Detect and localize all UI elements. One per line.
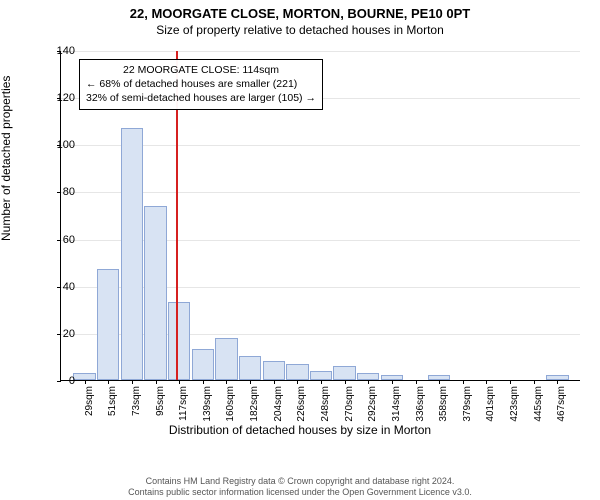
histogram-bar [168,302,190,380]
xtick-mark [392,380,393,384]
xtick-mark [439,380,440,384]
footer-line-2: Contains public sector information licen… [0,487,600,498]
xtick-mark [297,380,298,384]
xtick-mark [321,380,322,384]
xtick-mark [416,380,417,384]
ytick-label: 0 [45,375,75,387]
xtick-label: 314sqm [391,386,402,426]
xtick-label: 379sqm [462,386,473,426]
ytick-label: 60 [45,234,75,246]
xtick-mark [463,380,464,384]
histogram-bar [73,373,95,380]
histogram-bar [310,371,332,380]
xtick-mark [274,380,275,384]
ytick-label: 120 [45,92,75,104]
xtick-label: 29sqm [84,386,95,426]
xtick-label: 358sqm [438,386,449,426]
xtick-mark [108,380,109,384]
histogram-bar [144,206,166,380]
histogram-bar [215,338,237,380]
annotation-line-3: 32% of semi-detached houses are larger (… [86,91,316,105]
xtick-label: 160sqm [225,386,236,426]
title-main: 22, MOORGATE CLOSE, MORTON, BOURNE, PE10… [0,0,600,21]
footer-attribution: Contains HM Land Registry data © Crown c… [0,476,600,499]
xtick-mark [132,380,133,384]
xtick-mark [156,380,157,384]
xtick-mark [179,380,180,384]
xtick-label: 226sqm [296,386,307,426]
xtick-label: 292sqm [367,386,378,426]
xtick-mark [368,380,369,384]
histogram-bar [286,364,308,381]
footer-line-1: Contains HM Land Registry data © Crown c… [0,476,600,487]
histogram-bar [121,128,143,380]
xtick-label: 182sqm [249,386,260,426]
histogram-bar [239,356,261,380]
histogram-bar [333,366,355,380]
title-sub: Size of property relative to detached ho… [0,21,600,41]
xtick-label: 117sqm [178,386,189,426]
ytick-label: 80 [45,186,75,198]
annotation-line-2: ← 68% of detached houses are smaller (22… [86,77,316,91]
xtick-mark [203,380,204,384]
xtick-label: 445sqm [533,386,544,426]
chart-area: Number of detached properties 22 MOORGAT… [0,41,600,441]
gridline [61,51,580,52]
xtick-mark [510,380,511,384]
xtick-label: 401sqm [485,386,496,426]
xtick-mark [534,380,535,384]
ytick-label: 20 [45,328,75,340]
y-axis-label: Number of detached properties [0,76,13,241]
xtick-label: 139sqm [202,386,213,426]
xtick-label: 336sqm [415,386,426,426]
annotation-line-1: 22 MOORGATE CLOSE: 114sqm [86,63,316,77]
xtick-label: 423sqm [509,386,520,426]
histogram-bar [97,269,119,380]
plot-area: 22 MOORGATE CLOSE: 114sqm ← 68% of detac… [60,51,580,381]
xtick-mark [226,380,227,384]
xtick-label: 73sqm [131,386,142,426]
xtick-mark [250,380,251,384]
ytick-label: 100 [45,139,75,151]
xtick-label: 95sqm [155,386,166,426]
histogram-bar [263,361,285,380]
histogram-bar [357,373,379,380]
xtick-label: 270sqm [344,386,355,426]
xtick-label: 467sqm [556,386,567,426]
xtick-mark [85,380,86,384]
xtick-mark [486,380,487,384]
annotation-box: 22 MOORGATE CLOSE: 114sqm ← 68% of detac… [79,59,323,110]
xtick-label: 51sqm [107,386,118,426]
histogram-bar [192,349,214,380]
xtick-mark [557,380,558,384]
ytick-label: 140 [45,45,75,57]
ytick-label: 40 [45,281,75,293]
xtick-mark [345,380,346,384]
xtick-label: 248sqm [320,386,331,426]
xtick-label: 204sqm [273,386,284,426]
